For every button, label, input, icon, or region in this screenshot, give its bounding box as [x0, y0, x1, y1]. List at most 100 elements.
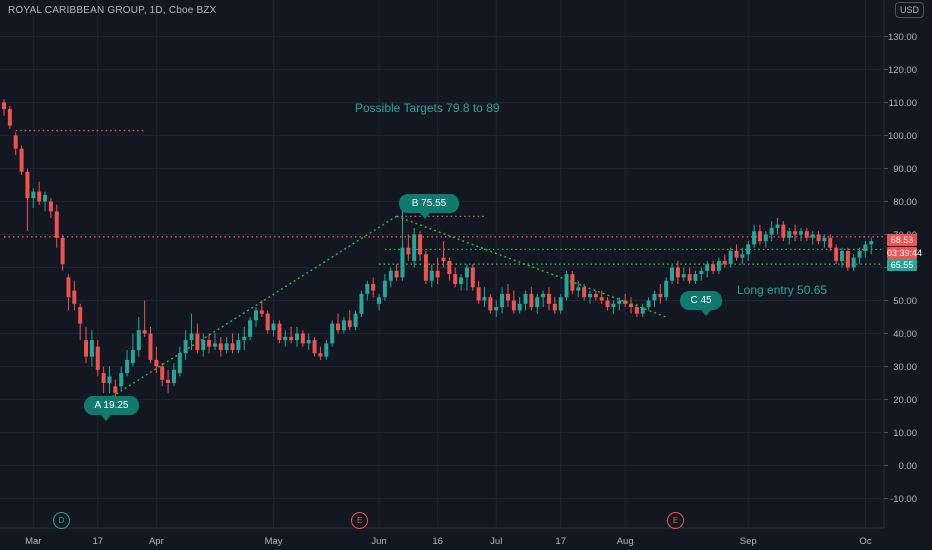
candle[interactable] — [412, 227, 417, 268]
candle[interactable] — [101, 366, 106, 393]
currency-button[interactable]: USD — [895, 2, 924, 18]
candle[interactable] — [711, 260, 716, 275]
candle[interactable] — [652, 290, 657, 308]
candle[interactable] — [494, 300, 499, 318]
candle[interactable] — [201, 333, 206, 357]
candle[interactable] — [851, 254, 856, 271]
candle[interactable] — [418, 231, 423, 261]
candle[interactable] — [570, 270, 575, 294]
candle[interactable] — [154, 346, 159, 374]
candle[interactable] — [107, 366, 112, 393]
candle[interactable] — [693, 270, 698, 284]
candle[interactable] — [382, 274, 387, 301]
candle[interactable] — [746, 241, 751, 261]
candle[interactable] — [271, 320, 276, 337]
candle[interactable] — [476, 280, 481, 304]
candle[interactable] — [388, 267, 393, 288]
candle[interactable] — [371, 277, 376, 298]
candle[interactable] — [130, 333, 135, 367]
candle[interactable] — [394, 264, 399, 281]
candle[interactable] — [66, 274, 71, 311]
dividend-event-marker[interactable]: D — [53, 512, 70, 529]
candle[interactable] — [546, 287, 551, 311]
candle[interactable] — [453, 267, 458, 288]
candle[interactable] — [705, 260, 710, 278]
candle[interactable] — [48, 198, 53, 218]
candle[interactable] — [37, 181, 42, 205]
earnings-event-marker[interactable]: E — [667, 512, 684, 529]
candle[interactable] — [89, 330, 94, 367]
candle[interactable] — [564, 270, 569, 301]
candle[interactable] — [212, 333, 217, 351]
candle[interactable] — [593, 290, 598, 301]
candle[interactable] — [687, 267, 692, 285]
candle[interactable] — [775, 218, 780, 235]
candle[interactable] — [306, 333, 311, 351]
candle[interactable] — [119, 366, 124, 390]
candle[interactable] — [259, 300, 264, 318]
candle[interactable] — [423, 251, 428, 284]
candle[interactable] — [54, 204, 59, 248]
candle[interactable] — [517, 297, 522, 314]
candle[interactable] — [845, 247, 850, 271]
candle[interactable] — [558, 293, 563, 314]
candle[interactable] — [207, 333, 212, 354]
candle[interactable] — [353, 310, 358, 331]
candle[interactable] — [406, 234, 411, 261]
candle[interactable] — [177, 346, 182, 377]
candle[interactable] — [218, 336, 223, 357]
candle[interactable] — [752, 224, 757, 248]
candle[interactable] — [470, 264, 475, 291]
candle[interactable] — [31, 188, 36, 209]
candle[interactable] — [283, 330, 288, 347]
candle[interactable] — [488, 293, 493, 314]
candle[interactable] — [242, 326, 247, 350]
targets-annotation[interactable]: Possible Targets 79.8 to 89 — [355, 101, 500, 115]
candle[interactable] — [658, 284, 663, 304]
candle[interactable] — [236, 333, 241, 354]
candle[interactable] — [318, 346, 323, 360]
candle[interactable] — [664, 277, 669, 301]
candle[interactable] — [125, 350, 130, 377]
candle[interactable] — [253, 307, 258, 327]
candle[interactable] — [43, 191, 48, 212]
candle[interactable] — [617, 297, 622, 311]
point-b-callout[interactable]: B 75.55 — [399, 194, 459, 213]
candle[interactable] — [347, 310, 352, 331]
candle[interactable] — [78, 303, 83, 341]
candle[interactable] — [95, 340, 100, 377]
candle[interactable] — [189, 313, 194, 350]
candle[interactable] — [248, 317, 253, 341]
candle[interactable] — [605, 297, 610, 311]
candle[interactable] — [869, 237, 874, 255]
candle[interactable] — [166, 369, 171, 393]
candle[interactable] — [763, 231, 768, 248]
candle[interactable] — [675, 260, 680, 284]
candle[interactable] — [500, 287, 505, 314]
candle[interactable] — [810, 231, 815, 245]
candle[interactable] — [863, 241, 868, 258]
candle[interactable] — [857, 247, 862, 265]
candle[interactable] — [447, 257, 452, 281]
candle[interactable] — [511, 290, 516, 314]
candle[interactable] — [25, 168, 30, 232]
candle[interactable] — [400, 208, 405, 281]
candle[interactable] — [740, 247, 745, 265]
candle[interactable] — [769, 221, 774, 242]
candle[interactable] — [798, 227, 803, 242]
candle[interactable] — [681, 267, 686, 281]
candle[interactable] — [781, 221, 786, 242]
earnings-event-marker[interactable]: E — [351, 512, 368, 529]
candle[interactable] — [13, 132, 18, 156]
candle[interactable] — [623, 293, 628, 308]
candle[interactable] — [336, 313, 341, 334]
candle[interactable] — [300, 330, 305, 347]
candle[interactable] — [7, 105, 12, 129]
candle[interactable] — [295, 326, 299, 347]
candle[interactable] — [529, 287, 534, 311]
candle[interactable] — [459, 274, 464, 291]
candle[interactable] — [787, 227, 792, 245]
candle[interactable] — [482, 287, 487, 308]
candle[interactable] — [441, 241, 446, 268]
candle[interactable] — [541, 290, 546, 308]
